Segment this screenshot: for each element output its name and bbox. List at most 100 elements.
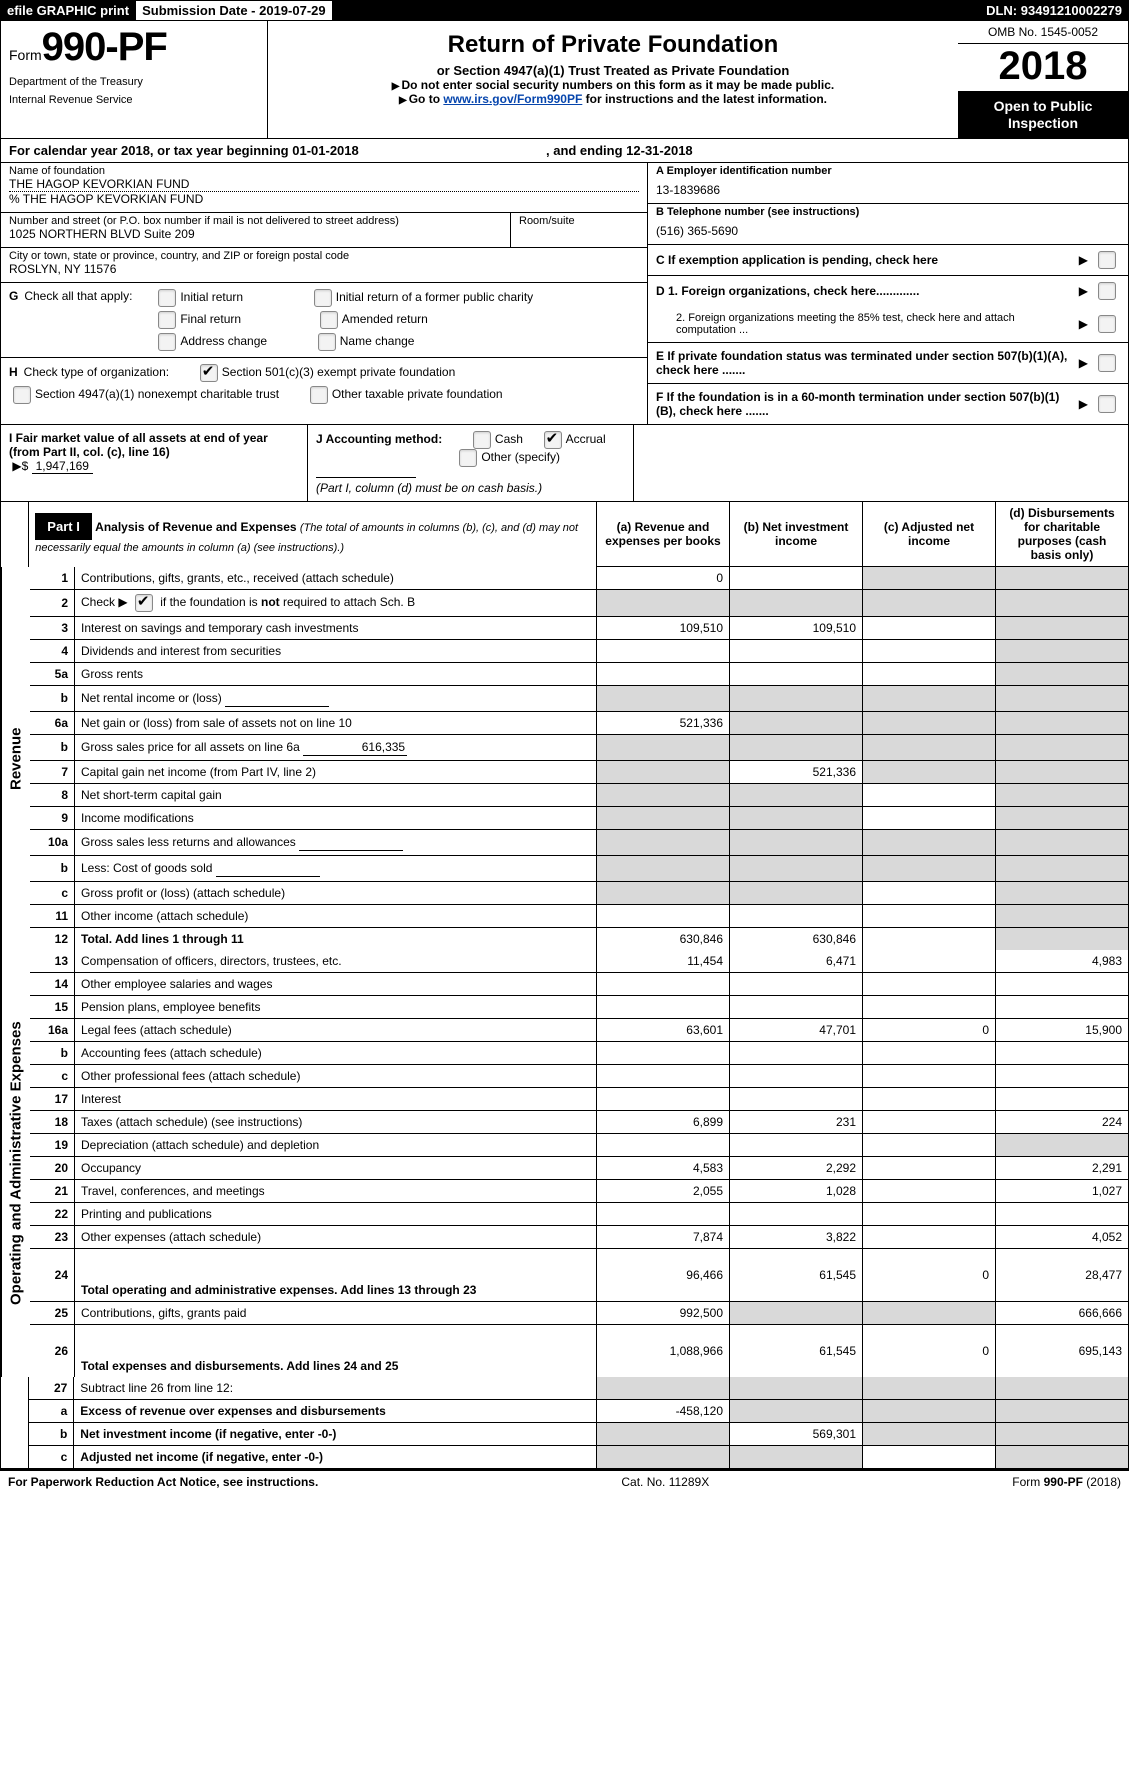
row-num: 5a <box>30 662 75 685</box>
checkbox-d2[interactable] <box>1098 315 1116 333</box>
checkbox-initial-return[interactable] <box>158 289 176 307</box>
goto-link[interactable]: www.irs.gov/Form990PF <box>443 92 582 106</box>
form-num: 990-PF <box>42 25 167 69</box>
row-num: 12 <box>30 927 75 950</box>
j-label: J Accounting method: <box>316 432 442 446</box>
checkbox-address-change[interactable] <box>158 333 176 351</box>
table-cell: 1,088,966 <box>597 1324 730 1377</box>
checkbox-name-change[interactable] <box>318 333 336 351</box>
checkbox-501c3[interactable] <box>200 364 218 382</box>
h-item-2: Section 4947(a)(1) nonexempt charitable … <box>35 387 279 401</box>
table-cell <box>863 829 996 855</box>
checkbox-cash[interactable] <box>473 431 491 449</box>
row-desc: Dividends and interest from securities <box>75 639 597 662</box>
row-desc: Other expenses (attach schedule) <box>75 1225 597 1248</box>
table-cell <box>863 855 996 881</box>
table-cell <box>996 829 1129 855</box>
col-c-header: (c) Adjusted net income <box>863 502 996 567</box>
line-h: HCheck type of organization: Section 501… <box>1 358 647 410</box>
checkbox-4947[interactable] <box>13 386 31 404</box>
row-desc: Compensation of officers, directors, tru… <box>75 950 597 973</box>
checkbox-d1[interactable] <box>1098 282 1116 300</box>
checkbox-schb[interactable] <box>135 594 153 612</box>
checkbox-accrual[interactable] <box>544 431 562 449</box>
table-cell <box>863 1110 996 1133</box>
inline-input[interactable] <box>225 690 329 707</box>
row-desc: Other employee salaries and wages <box>75 972 597 995</box>
g-item-4: Address change <box>180 334 267 348</box>
table-cell: 61,545 <box>730 1324 863 1377</box>
checkbox-other-method[interactable] <box>459 449 477 467</box>
table-cell <box>730 1445 863 1468</box>
header-left: Form990-PF Department of the Treasury In… <box>1 21 268 138</box>
inline-input[interactable] <box>216 860 320 877</box>
checkbox-f[interactable] <box>1098 395 1116 413</box>
i-value: 1,947,169 <box>32 459 93 474</box>
part1-title: Analysis of Revenue and Expenses <box>95 520 296 534</box>
row-desc: Income modifications <box>75 806 597 829</box>
goto-pre: Go to <box>409 92 444 106</box>
table-cell <box>996 639 1129 662</box>
checkbox-initial-former[interactable] <box>314 289 332 307</box>
cal-end: 12-31-2018 <box>626 143 693 158</box>
table-cell <box>597 1133 730 1156</box>
checkbox-e[interactable] <box>1098 354 1116 372</box>
form-goto: Go to www.irs.gov/Form990PF for instruct… <box>278 92 948 106</box>
inline-input[interactable] <box>299 834 403 851</box>
table-cell <box>730 639 863 662</box>
foundation-co: % THE HAGOP KEVORKIAN FUND <box>9 191 639 206</box>
j-cash: Cash <box>495 432 523 446</box>
entity-right: A Employer identification number 13-1839… <box>647 163 1128 424</box>
row-desc: Interest on savings and temporary cash i… <box>75 616 597 639</box>
table-cell: 630,846 <box>730 927 863 950</box>
table-cell: 63,601 <box>597 1018 730 1041</box>
table-cell <box>597 1202 730 1225</box>
table-cell: 7,874 <box>597 1225 730 1248</box>
row-desc: Subtract line 26 from line 12: <box>74 1377 597 1400</box>
row-num: c <box>29 1445 74 1468</box>
subdate-label: Submission Date - <box>142 3 259 18</box>
table-cell: 47,701 <box>730 1018 863 1041</box>
table-cell <box>863 760 996 783</box>
table-cell <box>996 995 1129 1018</box>
line-c: C If exemption application is pending, c… <box>648 245 1128 276</box>
goto-post: for instructions and the latest informat… <box>582 92 827 106</box>
inline-input[interactable] <box>303 739 407 756</box>
table-cell: -458,120 <box>597 1399 730 1422</box>
c-label: C If exemption application is pending, c… <box>656 253 1073 267</box>
cal-start: 01-01-2018 <box>292 143 359 158</box>
checkbox-other-taxable[interactable] <box>310 386 328 404</box>
table-cell <box>863 1133 996 1156</box>
form-label: Form <box>9 47 42 63</box>
top-bar: efile GRAPHIC print Submission Date - 20… <box>0 0 1129 21</box>
row-desc: Adjusted net income (if negative, enter … <box>74 1445 597 1468</box>
ein-cell: A Employer identification number 13-1839… <box>648 163 1128 204</box>
footer-left: For Paperwork Reduction Act Notice, see … <box>8 1475 318 1489</box>
table-cell <box>730 881 863 904</box>
table-cell: 2,291 <box>996 1156 1129 1179</box>
checkbox-c[interactable] <box>1098 251 1116 269</box>
part1-header-table: Part I Analysis of Revenue and Expenses … <box>29 502 1128 567</box>
row-desc: Check ▶ if the foundation is not require… <box>75 589 597 616</box>
row-num: 20 <box>30 1156 75 1179</box>
revenue-table: 1 Contributions, gifts, grants, etc., re… <box>30 567 1128 950</box>
subdate-value: 2019-07-29 <box>259 3 326 18</box>
row-ij-right-pad <box>634 425 1128 501</box>
table-cell <box>730 783 863 806</box>
table-cell <box>597 855 730 881</box>
table-cell <box>863 1445 996 1468</box>
city-label: City or town, state or province, country… <box>9 250 639 262</box>
table-cell <box>996 1064 1129 1087</box>
row-desc: Other income (attach schedule) <box>75 904 597 927</box>
table-cell <box>597 734 730 760</box>
checkbox-final-return[interactable] <box>158 311 176 329</box>
table-cell <box>996 1041 1129 1064</box>
cal-pre: For calendar year 2018, or tax year begi… <box>9 143 292 158</box>
j-other: Other (specify) <box>481 450 560 464</box>
row-num: 22 <box>30 1202 75 1225</box>
checkbox-amended[interactable] <box>320 311 338 329</box>
table-cell <box>730 1202 863 1225</box>
expenses-section: Operating and Administrative Expenses 13… <box>0 950 1129 1377</box>
row-num: 14 <box>30 972 75 995</box>
h-item-1: Section 501(c)(3) exempt private foundat… <box>222 365 455 379</box>
